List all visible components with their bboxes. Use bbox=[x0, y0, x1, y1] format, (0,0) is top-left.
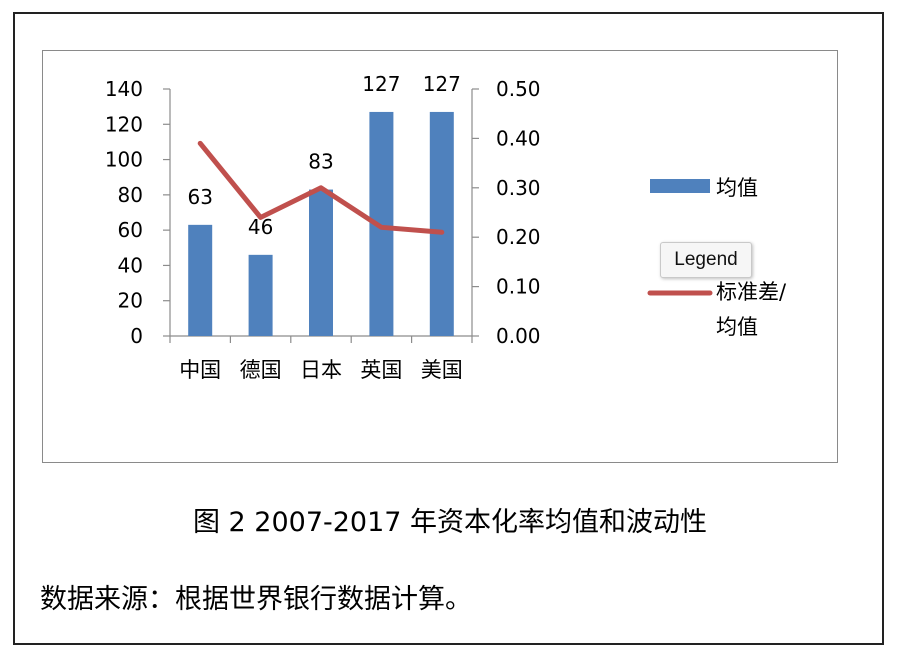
left-tick-label: 100 bbox=[105, 148, 143, 172]
legend-swatch-bar bbox=[650, 179, 710, 193]
bar bbox=[309, 189, 333, 336]
right-tick-label: 0.10 bbox=[496, 275, 541, 299]
category-label: 美国 bbox=[421, 358, 463, 382]
left-tick-label: 0 bbox=[130, 324, 143, 348]
left-tick-label: 120 bbox=[105, 112, 143, 136]
data-source-note: 数据来源：根据世界银行数据计算。 bbox=[40, 584, 472, 615]
left-tick-label: 140 bbox=[105, 77, 143, 101]
right-tick-label: 0.20 bbox=[496, 225, 541, 249]
bar bbox=[188, 224, 213, 336]
legend-tooltip: Legend bbox=[660, 242, 752, 278]
left-tick-label: 20 bbox=[118, 289, 143, 313]
figure-frame bbox=[13, 12, 884, 645]
ratio-line bbox=[197, 140, 445, 235]
right-tick-label: 0.50 bbox=[496, 77, 541, 101]
bar-data-label: 127 bbox=[362, 72, 400, 96]
legend-label-mean: 均值 bbox=[716, 176, 758, 200]
legend-label-ratio-line2: 均值 bbox=[716, 315, 758, 339]
bar-data-label: 63 bbox=[187, 185, 212, 209]
right-tick-label: 0.00 bbox=[496, 324, 541, 348]
legend-label-ratio-line1: 标准差/ bbox=[716, 280, 787, 304]
bar bbox=[248, 254, 273, 336]
figure-caption: 图 2 2007-2017 年资本化率均值和波动性 bbox=[192, 507, 708, 538]
bar-data-label: 46 bbox=[248, 215, 273, 239]
left-tick-label: 40 bbox=[118, 253, 143, 277]
bar-data-label: 127 bbox=[423, 72, 461, 96]
right-tick-label: 0.30 bbox=[496, 176, 541, 200]
bar bbox=[429, 111, 454, 336]
right-tick-label: 0.40 bbox=[496, 126, 541, 150]
left-tick-label: 60 bbox=[118, 218, 143, 242]
category-label: 德国 bbox=[240, 358, 282, 382]
category-label: 英国 bbox=[360, 358, 402, 382]
left-tick-label: 80 bbox=[118, 183, 143, 207]
bar-data-label: 83 bbox=[308, 150, 333, 174]
category-label: 中国 bbox=[179, 358, 221, 382]
category-label: 日本 bbox=[300, 358, 342, 382]
